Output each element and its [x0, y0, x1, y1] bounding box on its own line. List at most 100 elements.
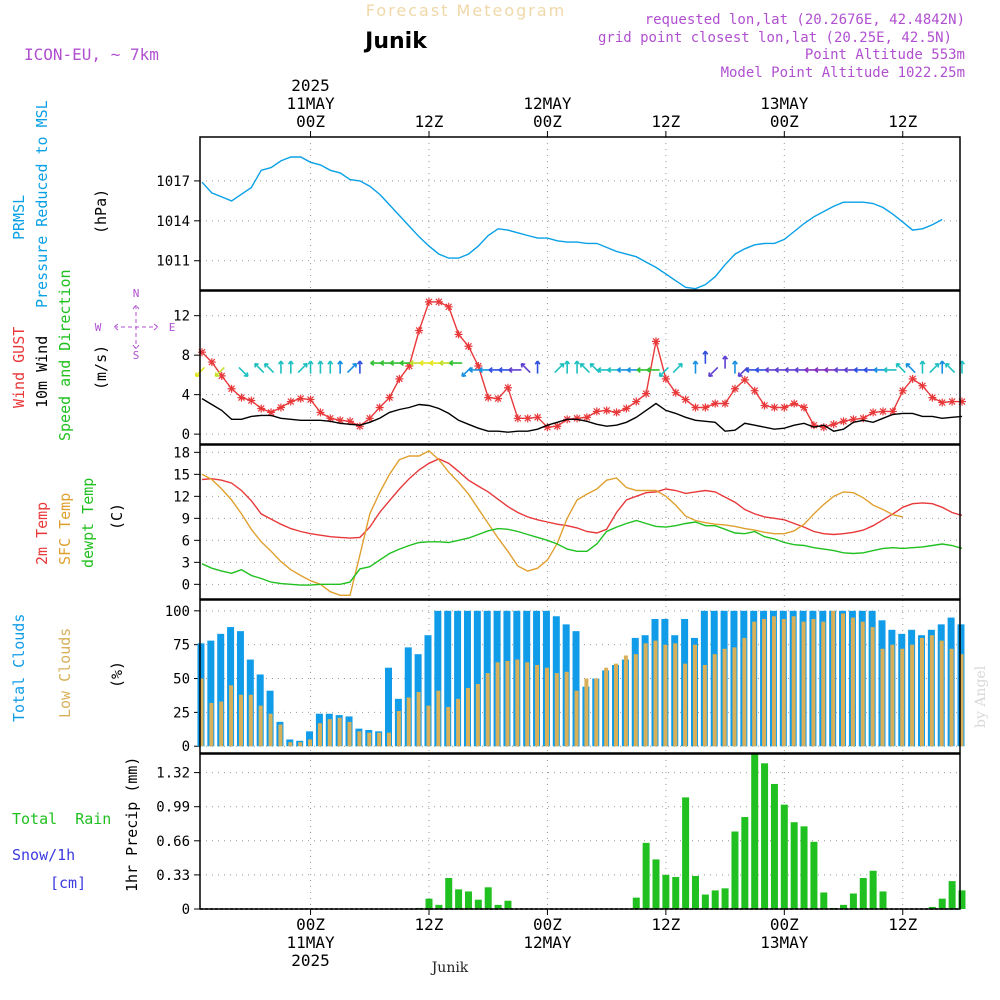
rain-bar: [504, 900, 512, 909]
wind-arrow: [317, 360, 324, 374]
gust-marker: [730, 384, 739, 393]
y-tick-label: 8: [182, 348, 190, 364]
gust-marker: [869, 408, 878, 417]
y-tick-label: 1017: [156, 174, 190, 190]
wind-arrow: [883, 366, 897, 373]
low-cloud-bar: [544, 667, 549, 747]
gust-marker: [918, 381, 927, 390]
time-label: 12Z: [651, 915, 680, 934]
gust-marker: [296, 394, 305, 403]
location-title: Junik: [363, 29, 428, 54]
total-clouds-label: Total Clouds: [10, 614, 28, 722]
low-cloud-bar: [456, 698, 461, 747]
gust-marker: [444, 302, 453, 311]
wind-series-line: [201, 398, 963, 433]
total-cloud-bar: [207, 640, 215, 747]
low-cloud-bar: [604, 667, 609, 747]
rain-bar: [642, 842, 650, 909]
gust-marker: [523, 414, 532, 423]
temp-unit-label: (C): [108, 503, 126, 530]
low-cloud-bar: [387, 732, 392, 747]
time-label: 12MAY: [523, 933, 572, 952]
rain-label: Total Rain: [12, 810, 111, 828]
wind-speed-dir-label: Speed and Direction: [56, 269, 74, 441]
low-cloud-bar: [594, 678, 599, 747]
rain-bar: [751, 754, 759, 909]
low-cloud-bar: [199, 678, 204, 747]
dewpt-series-line: [201, 519, 963, 586]
rain-bar: [464, 891, 472, 909]
gust-marker: [375, 403, 384, 412]
gust-marker: [326, 414, 335, 423]
low-cloud-bar: [643, 643, 648, 747]
panel-frame: [199, 136, 961, 291]
rain-bar: [869, 870, 877, 909]
low-cloud-bar: [673, 643, 678, 747]
low-cloud-bar: [475, 683, 480, 747]
low-cloud-bar: [485, 673, 490, 747]
low-cloud-bar: [959, 654, 964, 747]
time-label: 00Z: [296, 915, 325, 934]
gust-marker: [760, 401, 769, 410]
precip-panel: 0 0.33 0.66 0.99 1.32: [156, 753, 966, 918]
panel-frame: [199, 444, 961, 600]
low-cloud-bar: [949, 648, 954, 747]
wind-arrow: [449, 360, 463, 367]
snow-label: Snow/1h: [12, 846, 75, 864]
wind-arrow: [277, 360, 284, 374]
total-cloud-bar: [217, 633, 225, 747]
gust-marker: [957, 397, 966, 406]
low-cloud-bar: [781, 618, 786, 747]
total-cloud-bar: [444, 610, 452, 747]
rain-bar: [958, 890, 966, 909]
wind-unit-label: (m/s): [92, 345, 110, 390]
y-tick-label: 1014: [156, 214, 190, 230]
time-label: 12Z: [415, 915, 444, 934]
gust-marker: [711, 399, 720, 408]
gust-marker: [385, 393, 394, 402]
low-cloud-bar: [505, 660, 510, 747]
low-cloud-bar: [574, 690, 579, 747]
gust-marker: [790, 399, 799, 408]
low-cloud-bar: [554, 673, 559, 747]
low-cloud-bar: [722, 648, 727, 747]
wind-arrow: [564, 360, 571, 374]
time-label: 12Z: [415, 112, 444, 131]
wind-arrow: [534, 360, 541, 374]
low-cloud-bar: [278, 724, 283, 747]
wind-arrow: [254, 362, 265, 374]
rain-bar: [691, 875, 699, 909]
gust-marker: [247, 396, 256, 405]
wind-arrow: [327, 360, 334, 374]
low-cloud-bar: [367, 732, 372, 747]
low-cloud-bar: [762, 618, 767, 747]
low-cloud-bar: [801, 621, 806, 747]
compass-letter: S: [133, 349, 140, 362]
y-tick-label: 25: [173, 705, 190, 721]
gust-marker: [671, 388, 680, 397]
rain-bar: [445, 878, 453, 909]
gust-marker: [908, 374, 917, 383]
low-cloud-bar: [446, 706, 451, 747]
low-cloud-bar: [416, 692, 421, 747]
gust-marker: [503, 383, 512, 392]
low-cloud-bar: [702, 664, 707, 747]
time-label: 2025: [291, 951, 330, 970]
low-cloud-bar: [308, 739, 313, 747]
low-cloud-bar: [890, 644, 895, 747]
y-tick-label: 3: [182, 555, 190, 571]
y-tick-label: 12: [173, 489, 190, 505]
low-cloud-bar: [347, 721, 352, 747]
time-label: 00Z: [533, 915, 562, 934]
low-cloud-bar: [515, 659, 520, 747]
gust-marker: [819, 423, 828, 432]
gust-marker: [582, 413, 591, 422]
low-cloud-bar: [268, 713, 273, 747]
y-tick-label: 0: [182, 577, 190, 593]
model-name: ICON-EU, ~ 7km: [24, 45, 159, 64]
rain-bar: [741, 817, 749, 909]
low-cloud-bar: [771, 616, 776, 747]
wind-arrow: [574, 360, 581, 374]
gust-marker: [513, 414, 522, 423]
y-tick-label: 0: [182, 427, 190, 443]
